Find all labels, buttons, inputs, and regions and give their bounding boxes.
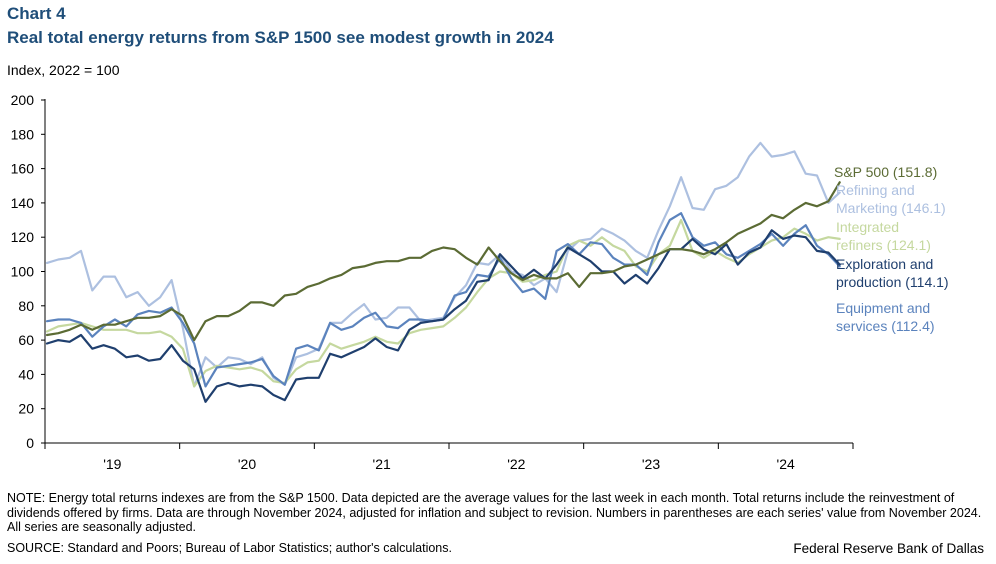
x-tick-label: '24 <box>777 456 795 472</box>
chart-legend: S&P 500 (151.8) Refining and Marketing (14… <box>834 164 949 334</box>
series-line-refining-and-marketing <box>45 141 841 388</box>
series-line-exploration-and-production <box>45 229 841 403</box>
legend-label-equipment-and-services: Equipment and <box>836 300 930 316</box>
y-tick-label: 120 <box>11 229 35 245</box>
y-tick-label: 200 <box>11 92 35 108</box>
legend-label-equipment-and-services: services (112.4) <box>836 318 935 334</box>
chart-source: SOURCE: Standard and Poors; Bureau of La… <box>7 541 452 555</box>
x-tick-label: '19 <box>103 456 121 472</box>
chart-series <box>45 141 841 403</box>
y-axis-unit: Index, 2022 = 100 <box>7 62 120 78</box>
y-tick-label: 140 <box>11 195 35 211</box>
x-tick-label: '21 <box>373 456 391 472</box>
chart-axes: 0 20 40 60 80 100 120 140 160 180 200 '19 '20 '21 '22 '… <box>11 92 854 472</box>
y-tick-label: 40 <box>18 366 34 382</box>
series-line-equipment-and-services <box>45 212 841 388</box>
line-chart: 0 20 40 60 80 100 120 140 160 180 200 '19 '20 '21 '22 '… <box>11 92 949 472</box>
y-tick-label: 0 <box>26 435 34 451</box>
x-tick-label: '20 <box>238 456 256 472</box>
y-tick-label: 80 <box>18 298 34 314</box>
legend-label-s-p-500: S&P 500 (151.8) <box>834 164 937 180</box>
legend-label-refining-and-marketing: Refining and <box>836 182 915 198</box>
y-tick-label: 180 <box>11 126 35 142</box>
chart-title: Real total energy returns from S&P 1500 … <box>7 28 554 47</box>
legend-label-refining-and-marketing: Marketing (146.1) <box>836 200 946 216</box>
series-line-integrated-refiners <box>45 218 841 388</box>
x-tick-label: '22 <box>507 456 525 472</box>
y-tick-label: 160 <box>11 161 35 177</box>
legend-label-exploration-and-production: production (114.1) <box>836 274 949 290</box>
legend-label-exploration-and-production: Exploration and <box>836 256 933 272</box>
legend-label-integrated-refiners: Integrated <box>836 219 899 235</box>
chart-credit: Federal Reserve Bank of Dallas <box>793 541 984 556</box>
y-tick-label: 20 <box>18 401 34 417</box>
x-tick-label: '23 <box>642 456 660 472</box>
y-tick-label: 100 <box>11 264 35 280</box>
series-line-s-p-500 <box>45 181 841 342</box>
y-tick-label: 60 <box>18 332 34 348</box>
chart-note: NOTE: Energy total returns indexes are f… <box>7 491 982 534</box>
legend-label-integrated-refiners: refiners (124.1) <box>836 237 931 253</box>
chart-label: Chart 4 <box>7 4 66 23</box>
